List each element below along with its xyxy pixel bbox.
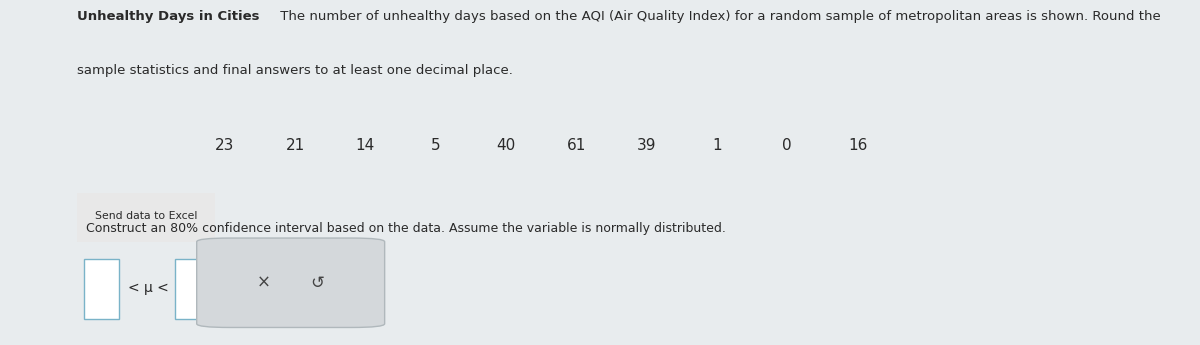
Text: Unhealthy Days in Cities: Unhealthy Days in Cities [77, 10, 260, 23]
FancyBboxPatch shape [174, 259, 210, 319]
Text: 16: 16 [848, 138, 868, 153]
Text: 14: 14 [355, 138, 376, 153]
Text: < μ <: < μ < [128, 281, 169, 295]
Text: 1: 1 [712, 138, 721, 153]
Text: sample statistics and final answers to at least one decimal place.: sample statistics and final answers to a… [77, 64, 514, 77]
Text: 61: 61 [566, 138, 586, 153]
Text: 39: 39 [637, 138, 656, 153]
FancyBboxPatch shape [197, 238, 385, 327]
Text: 23: 23 [215, 138, 234, 153]
Text: Construct an 80% confidence interval based on the data. Assume the variable is n: Construct an 80% confidence interval bas… [86, 222, 726, 235]
Text: 21: 21 [286, 138, 305, 153]
FancyBboxPatch shape [70, 192, 223, 243]
Text: 40: 40 [497, 138, 516, 153]
Text: ×: × [257, 274, 271, 292]
Text: The number of unhealthy days based on the AQI (Air Quality Index) for a random s: The number of unhealthy days based on th… [276, 10, 1160, 23]
Text: ↺: ↺ [311, 274, 324, 292]
Text: Send data to Excel: Send data to Excel [95, 211, 198, 221]
Text: 5: 5 [431, 138, 440, 153]
Text: 0: 0 [782, 138, 792, 153]
FancyBboxPatch shape [84, 259, 119, 319]
